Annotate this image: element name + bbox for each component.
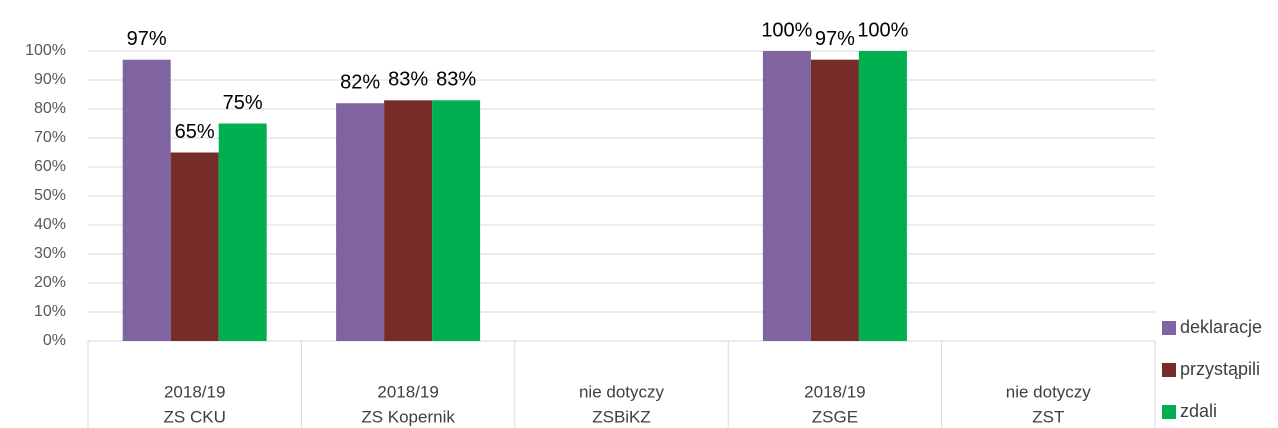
x-tick-label: ZSBiKZ (592, 407, 651, 426)
x-sublabel: nie dotyczy (1006, 382, 1092, 401)
y-tick-label: 10% (34, 303, 66, 320)
y-tick-label: 70% (34, 129, 66, 146)
y-tick-label: 60% (34, 158, 66, 175)
x-tick-label: ZS CKU (164, 407, 226, 426)
data-label: 97% (815, 28, 855, 50)
y-tick-label: 90% (34, 71, 66, 88)
x-tick-label: ZS Kopernik (361, 407, 455, 426)
y-tick-label: 40% (34, 216, 66, 233)
data-label: 83% (388, 69, 428, 91)
x-tick-label: ZSGE (812, 407, 858, 426)
x-sublabel: 2018/19 (164, 382, 225, 401)
legend-label: zdali (1180, 401, 1217, 421)
bar (122, 59, 171, 341)
legend-swatch (1162, 363, 1176, 377)
y-tick-label: 50% (34, 187, 66, 204)
x-tick-label: ZST (1032, 407, 1064, 426)
bar (762, 51, 811, 341)
legend-label: deklaracje (1180, 317, 1262, 337)
legend-label: przystąpili (1180, 359, 1260, 379)
data-label: 97% (127, 28, 167, 50)
bar (810, 59, 859, 341)
bar (170, 152, 219, 341)
x-sublabel: 2018/19 (377, 382, 438, 401)
x-sublabel: nie dotyczy (579, 382, 665, 401)
y-tick-label: 80% (34, 100, 66, 117)
y-tick-label: 20% (34, 274, 66, 291)
bar (432, 100, 481, 341)
data-label: 100% (857, 19, 908, 41)
y-tick-label: 30% (34, 245, 66, 262)
data-label: 83% (436, 69, 476, 91)
bar (336, 103, 385, 341)
legend-swatch (1162, 405, 1176, 419)
bar (384, 100, 433, 341)
x-sublabel: 2018/19 (804, 382, 865, 401)
data-label: 65% (175, 121, 215, 143)
bar (218, 123, 267, 341)
data-label: 82% (340, 71, 380, 93)
bar (858, 51, 907, 341)
y-tick-label: 0% (43, 332, 66, 349)
data-label: 75% (223, 92, 263, 114)
y-tick-label: 100% (25, 42, 66, 59)
legend-swatch (1162, 321, 1176, 335)
data-label: 100% (761, 19, 812, 41)
